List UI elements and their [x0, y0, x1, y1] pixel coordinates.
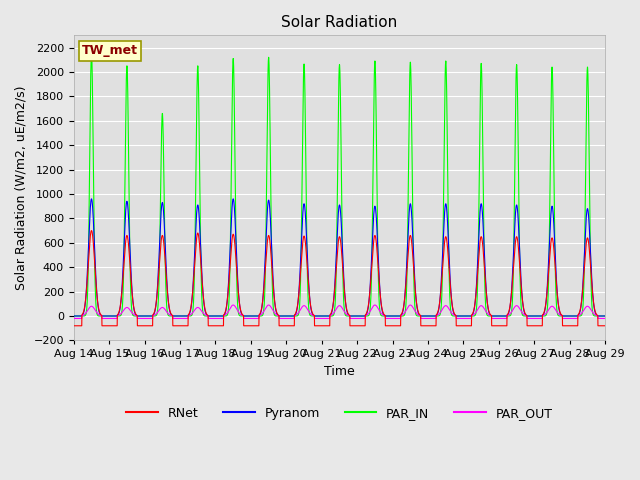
Text: TW_met: TW_met	[82, 45, 138, 58]
Title: Solar Radiation: Solar Radiation	[282, 15, 397, 30]
X-axis label: Time: Time	[324, 365, 355, 378]
Y-axis label: Solar Radiation (W/m2, uE/m2/s): Solar Radiation (W/m2, uE/m2/s)	[15, 85, 28, 290]
Legend: RNet, Pyranom, PAR_IN, PAR_OUT: RNet, Pyranom, PAR_IN, PAR_OUT	[122, 402, 557, 425]
